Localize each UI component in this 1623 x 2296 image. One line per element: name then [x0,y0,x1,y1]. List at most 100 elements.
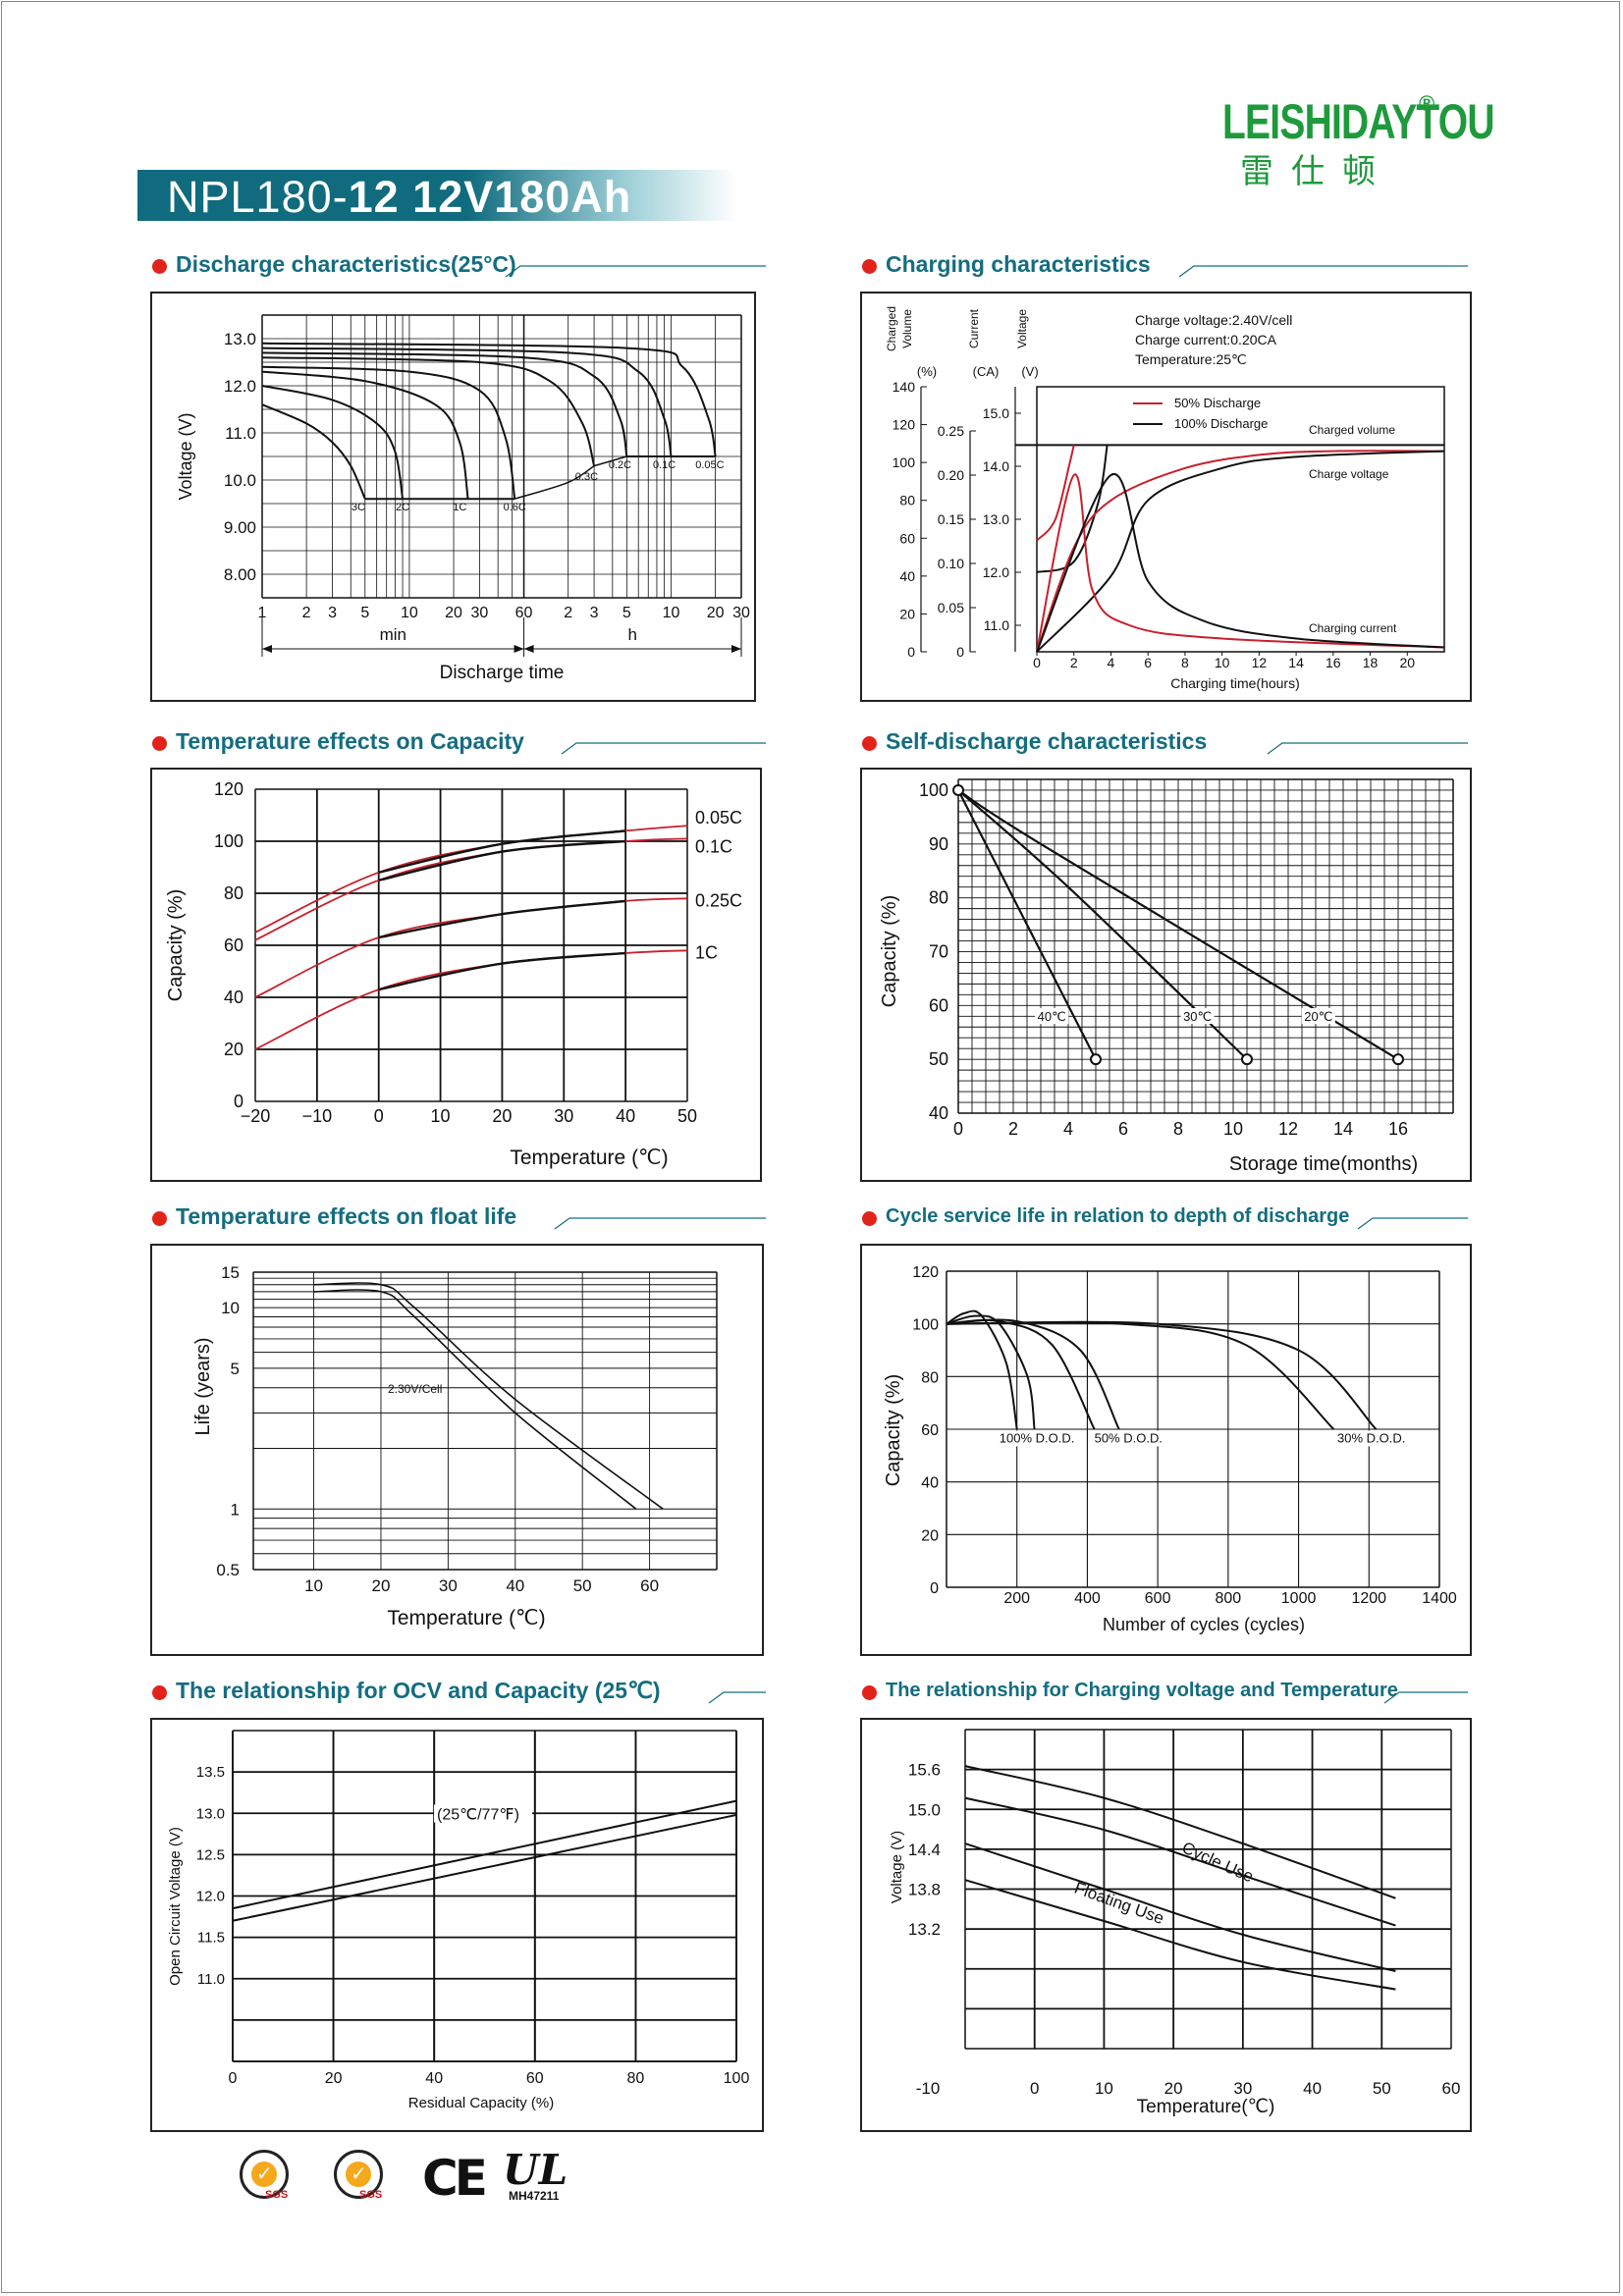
y-tick-label: 11.5 [197,1930,225,1947]
x-tick-label: 30 [471,605,489,621]
y-tick-label: 13.8 [908,1881,941,1899]
x-tick-label: 2 [1070,655,1078,670]
y-tick-label: 13.0 [983,511,1009,527]
dod-label: 30% D.O.D. [1337,1430,1405,1445]
y-tick-label: 0.10 [938,556,964,571]
current-curve [1036,473,1445,653]
curve-label: Charge voltage [1309,467,1389,481]
curve-annotation: 2.30V/Cell [388,1382,442,1396]
axis-title: Charged [885,306,898,351]
section-title-text: Temperature effects on float life [176,1203,517,1229]
x-tick-label: 4 [1063,1119,1073,1139]
end-point-marker [1241,1053,1253,1066]
x-tick-label: 800 [1216,1590,1242,1607]
section-title-text: Discharge characteristics(25°C) [176,251,516,277]
y-tick-label: 20 [224,1040,243,1059]
end-voltage-line [514,464,595,500]
x-tick-label: 0 [229,2070,238,2087]
x-unit-label: h [628,625,637,644]
y-tick-label: 50 [929,1049,948,1069]
sgs-label: SGS [265,2189,289,2201]
life-curve [313,1282,664,1510]
y-tick-label: 40 [224,988,243,1007]
section-title-charge-temp: The relationship for Charging voltage an… [862,1676,1468,1715]
model-title: NPL180-12 12V180Ah [167,172,631,223]
y-tick-label: 40 [929,1103,948,1123]
x-tick-label: 14 [1333,1119,1353,1139]
x-tick-label: 14 [1288,655,1304,670]
x-tick-label: 20 [492,1106,512,1126]
series-label: 0.05C [695,459,724,471]
axis-unit: (CA) [973,364,1000,379]
y-axis-label: Life (years) [192,1337,214,1435]
y-tick-label: 40 [899,568,915,584]
bullet-icon [152,1211,167,1226]
x-tick-label: 0 [953,1119,963,1139]
capacity-curve-red [254,837,688,941]
dod-label: 100% D.O.D. [1000,1430,1075,1445]
x-tick-label: 400 [1074,1590,1101,1607]
x-tick-label: 200 [1003,1590,1030,1607]
legend-label: 50% Discharge [1174,396,1261,410]
capacity-curve-red [254,949,688,1050]
x-tick-label: 2 [1008,1119,1018,1139]
section-title-text: Temperature effects on Capacity [176,728,524,754]
x-tick-label: 60 [526,2070,544,2087]
voltage-temp-curve [964,1842,1396,1973]
x-tick-label: 10 [431,1106,451,1126]
arrow-head-icon [514,645,524,653]
axis-title: Current [967,308,981,348]
discharge-curve [261,342,717,457]
registered-mark: ® [1419,91,1435,116]
charge-note: Charge voltage:2.40V/cell [1135,312,1292,328]
y-tick-label: 0.15 [938,511,964,527]
y-tick-label: 0 [234,1092,243,1111]
x-tick-label: 1 [258,605,267,621]
chart-panel-ocv: 0 20 40 60 80 100 11.0 11.5 12.0 12.5 13.0 13.5 Open… [150,1718,764,2132]
x-axis-label: Storage time(months) [1229,1153,1418,1175]
y-tick-label: 120 [912,1264,939,1281]
y-tick-label: 1 [231,1500,240,1519]
y-tick-label: 80 [899,493,915,508]
x-tick-label: 60 [640,1576,659,1595]
discharge-curve [261,385,405,500]
x-tick-label: 40 [1303,2079,1322,2098]
y-tick-label: 8.00 [224,565,256,584]
y-tick-label: 60 [929,995,948,1015]
label-background [1090,1430,1171,1447]
y-tick-label: 0 [907,644,915,660]
series-label: 1C [695,942,718,962]
chart-panel-float-life: 10 20 30 40 50 60 0.5 1 5 10 15 Life (years) Tempera… [150,1244,764,1656]
y-tick-label: 10 [221,1299,240,1317]
axis-unit: (V) [1021,364,1038,379]
label-background [1301,1008,1335,1025]
y-tick-label: 0.05 [938,600,964,615]
discharge-chart: 13.0 12.0 11.0 10.0 9.00 8.00 1 2 3 5 10 20 30 60 2 3 5 1… [176,314,750,683]
curve-annotation: (25℃/77℉) [437,1806,519,1823]
y-tick-label: 12.0 [196,1889,225,1905]
section-underline [554,1217,766,1230]
section-title-discharge: Discharge characteristics(25°C) [152,249,766,289]
cycle-curve [946,1321,1335,1430]
section-underline [1267,742,1468,755]
x-tick-label: 30 [1233,2079,1252,2098]
cycle-curve [946,1320,1378,1430]
chart-panel-discharge: 13.0 12.0 11.0 10.0 9.00 8.00 1 2 3 5 10 20 30 60 2 3 5 1… [150,292,756,702]
sgs-label: SGS [359,2189,383,2201]
plot-frame [1036,386,1445,653]
logo-chinese-text: 雷仕顿 [1240,152,1393,191]
self-discharge-chart: 0 2 4 6 8 10 12 14 16 40 50 60 70 80 90 100 Capacity (%)… [879,778,1454,1175]
section-underline [1178,265,1468,278]
charging-chart: Charged Volume Current Voltage(%) (CA) (V)140… [885,306,1445,691]
y-tick-label: 11.0 [225,424,256,443]
legend-label: 100% Discharge [1174,416,1268,431]
volume-curve [1036,450,1445,653]
y-tick-label: 14.0 [983,458,1009,474]
y-tick-label: 0.20 [938,467,964,483]
charge-note: Temperature:25℃ [1135,351,1247,367]
x-tick-label: 20 [707,605,725,621]
y-axis-label: Capacity (%) [165,889,187,1001]
x-tick-label: 3 [590,605,599,621]
y-tick-label: 100 [893,454,916,470]
